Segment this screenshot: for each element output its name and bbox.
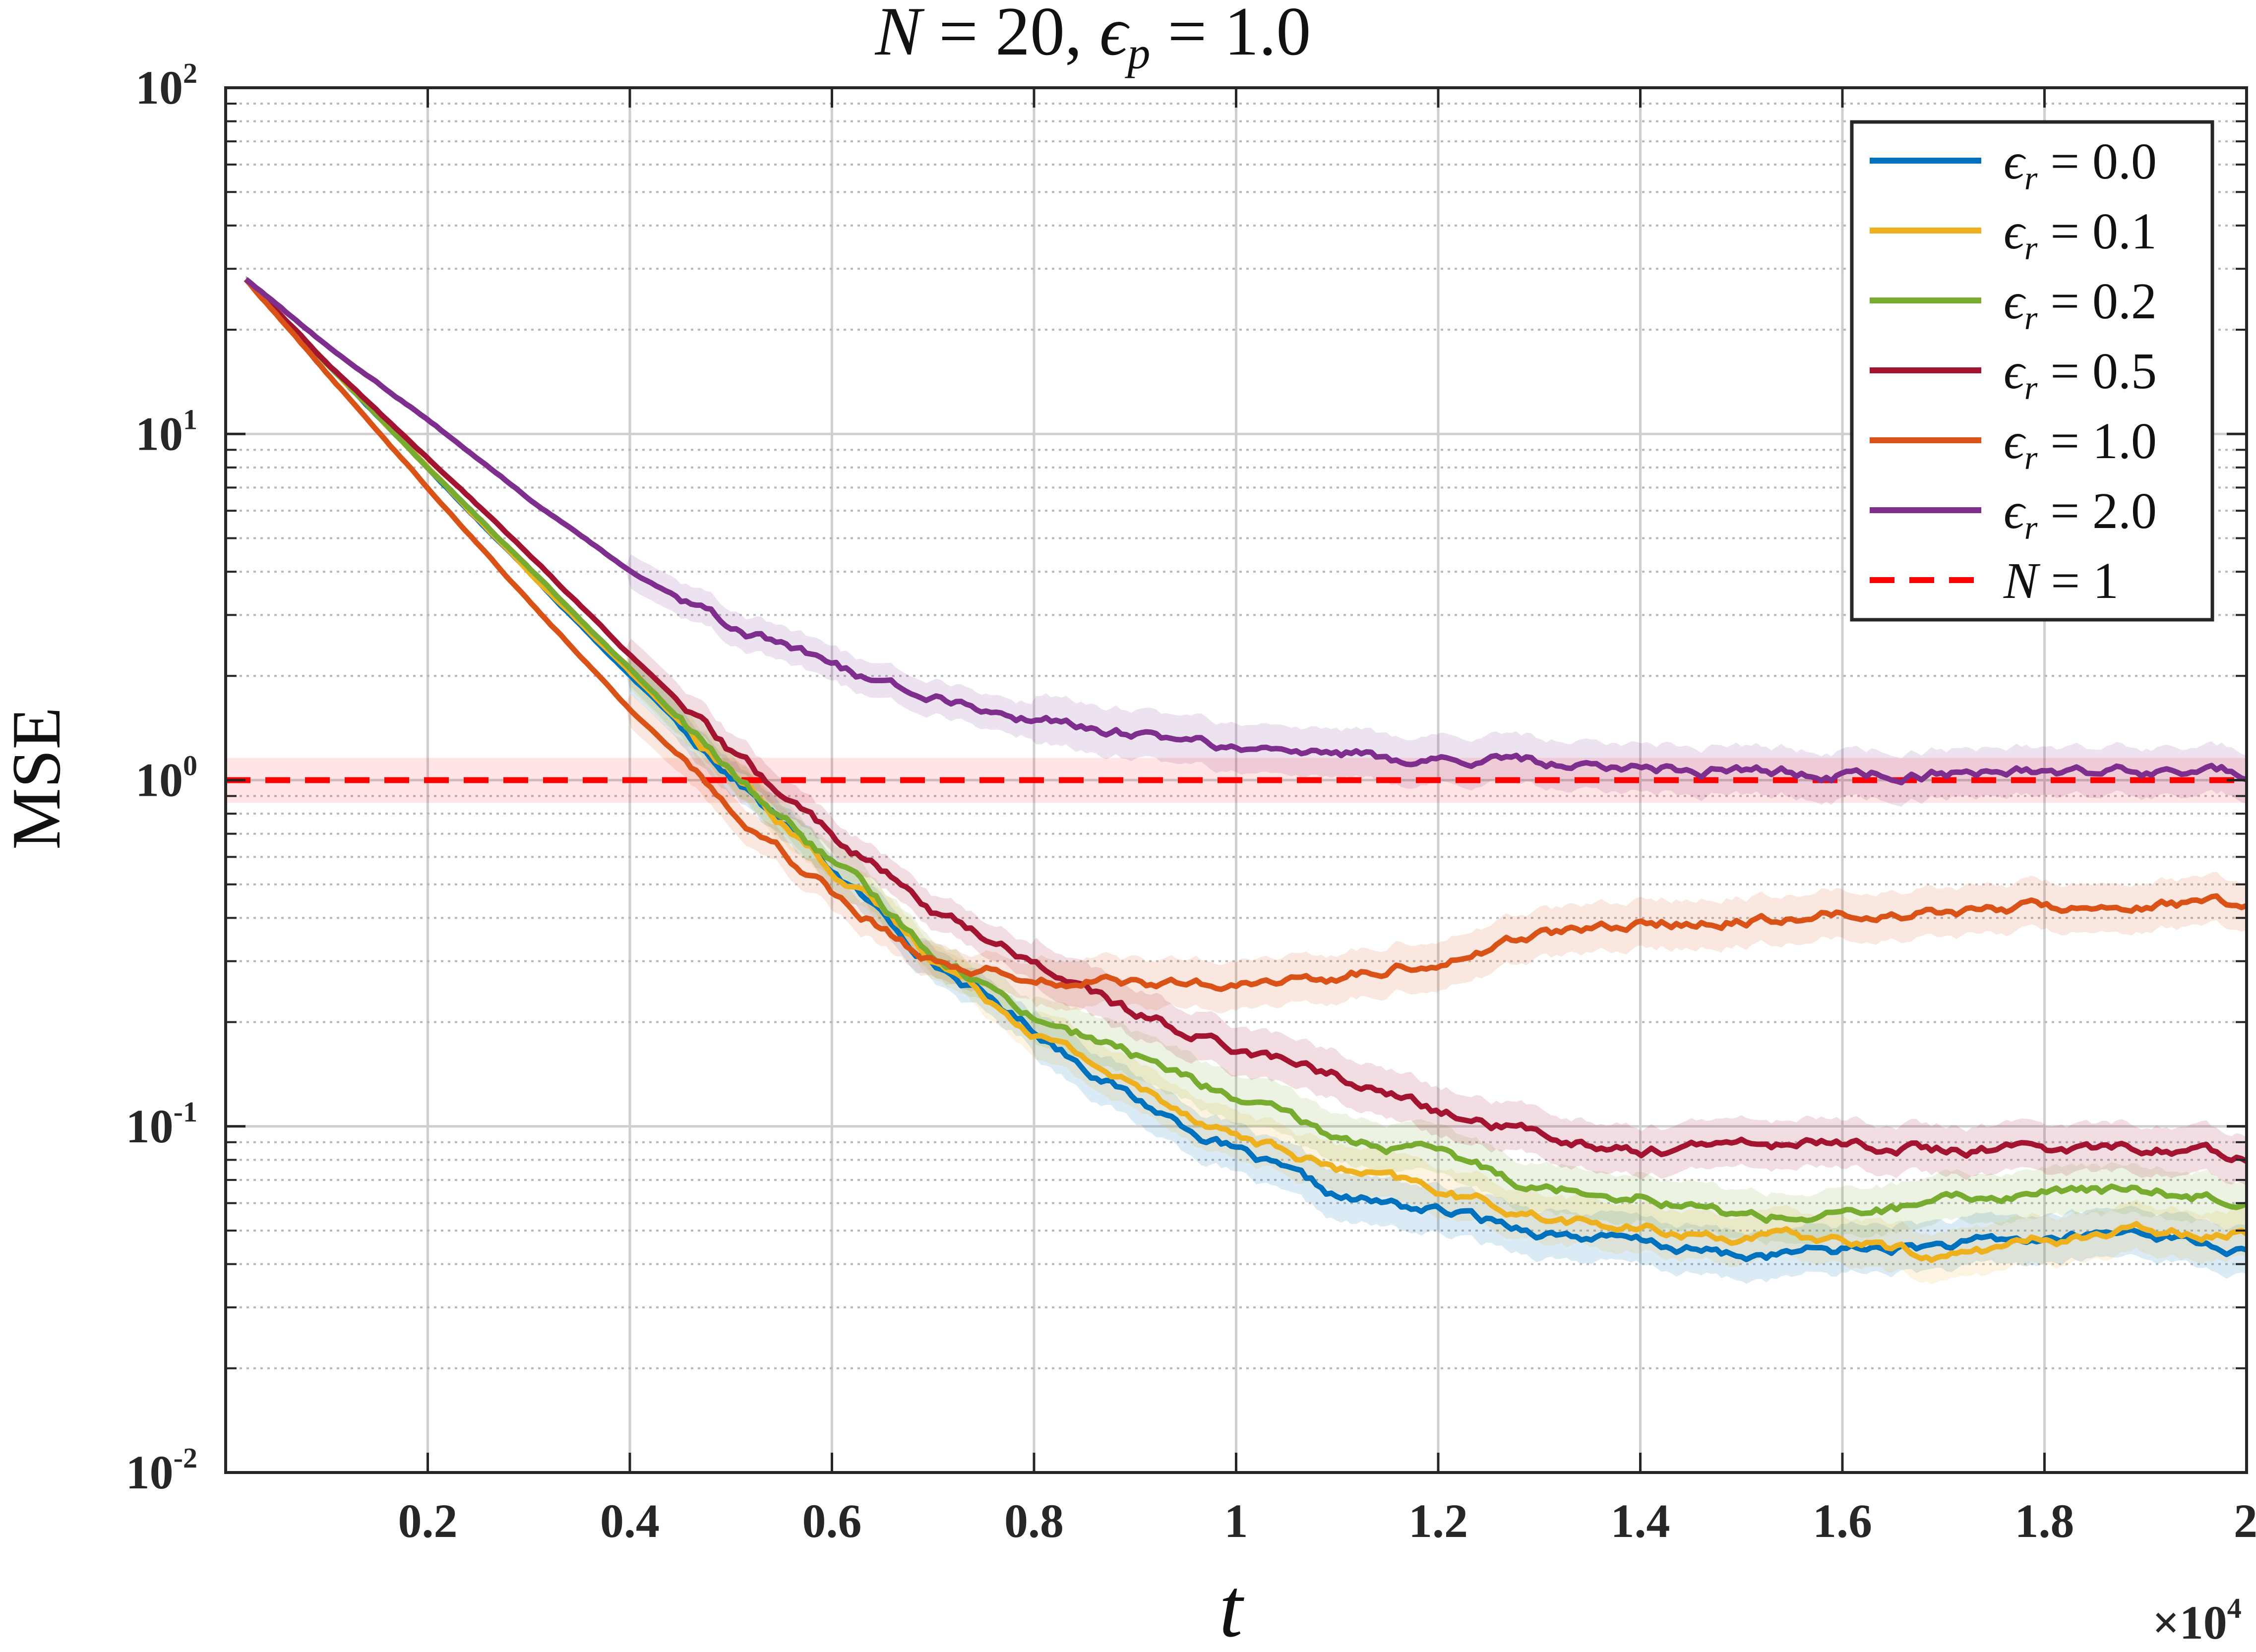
y-tick-label: 102 xyxy=(135,57,197,114)
x-tick-label: 1.4 xyxy=(1611,1494,1670,1547)
axis-ticks: 0.2 0.4 0.6 0.8 1 1.2 1.4 1.6 1.8 2 10-2 10-1 100 101… xyxy=(126,57,2256,1547)
chart-title: N = 20, ϵp = 1.0 xyxy=(874,0,1311,78)
x-tick-label: 0.6 xyxy=(802,1494,862,1547)
y-axis-label: MSE xyxy=(0,707,75,850)
x-tick-label: 0.4 xyxy=(600,1494,660,1547)
confidence-band xyxy=(245,276,2247,807)
series-line xyxy=(244,277,2248,1164)
x-axis-multiplier: ×104 xyxy=(2152,1592,2242,1649)
series-line xyxy=(244,277,2248,992)
legend-label: ϵr = 2.0 xyxy=(2004,482,2157,546)
y-tick-label: 101 xyxy=(135,403,197,460)
y-tick-label: 100 xyxy=(135,750,197,807)
legend-label: ϵr = 1.0 xyxy=(2004,413,2157,476)
x-axis-label: t xyxy=(1219,1561,1244,1652)
legend-label: ϵr = 0.2 xyxy=(2004,273,2157,337)
series-line xyxy=(244,277,2248,1224)
y-tick-label: 10-1 xyxy=(126,1096,197,1153)
reference-line-group xyxy=(226,758,2247,803)
legend-label: ϵr = 0.5 xyxy=(2004,343,2157,407)
x-tick-label: 2 xyxy=(2234,1494,2256,1547)
x-tick-label: 1.6 xyxy=(1813,1494,1872,1547)
x-tick-label: 1.2 xyxy=(1408,1494,1468,1547)
x-tick-label: 0.8 xyxy=(1004,1494,1064,1547)
legend-label-reference: N = 1 xyxy=(2003,552,2119,609)
series-lines xyxy=(244,277,2248,1263)
legend-label: ϵr = 0.1 xyxy=(2004,203,2157,267)
x-tick-label: 1.8 xyxy=(2015,1494,2074,1547)
legend: ϵr = 0.0ϵr = 0.1ϵr = 0.2ϵr = 0.5ϵr = 1.0… xyxy=(1850,120,2214,622)
x-tick-label: 0.2 xyxy=(398,1494,458,1547)
series-line xyxy=(244,277,2248,786)
x-tick-label: 1 xyxy=(1224,1494,1248,1547)
y-tick-label: 10-2 xyxy=(126,1442,197,1499)
legend-label: ϵr = 0.0 xyxy=(2004,133,2157,197)
